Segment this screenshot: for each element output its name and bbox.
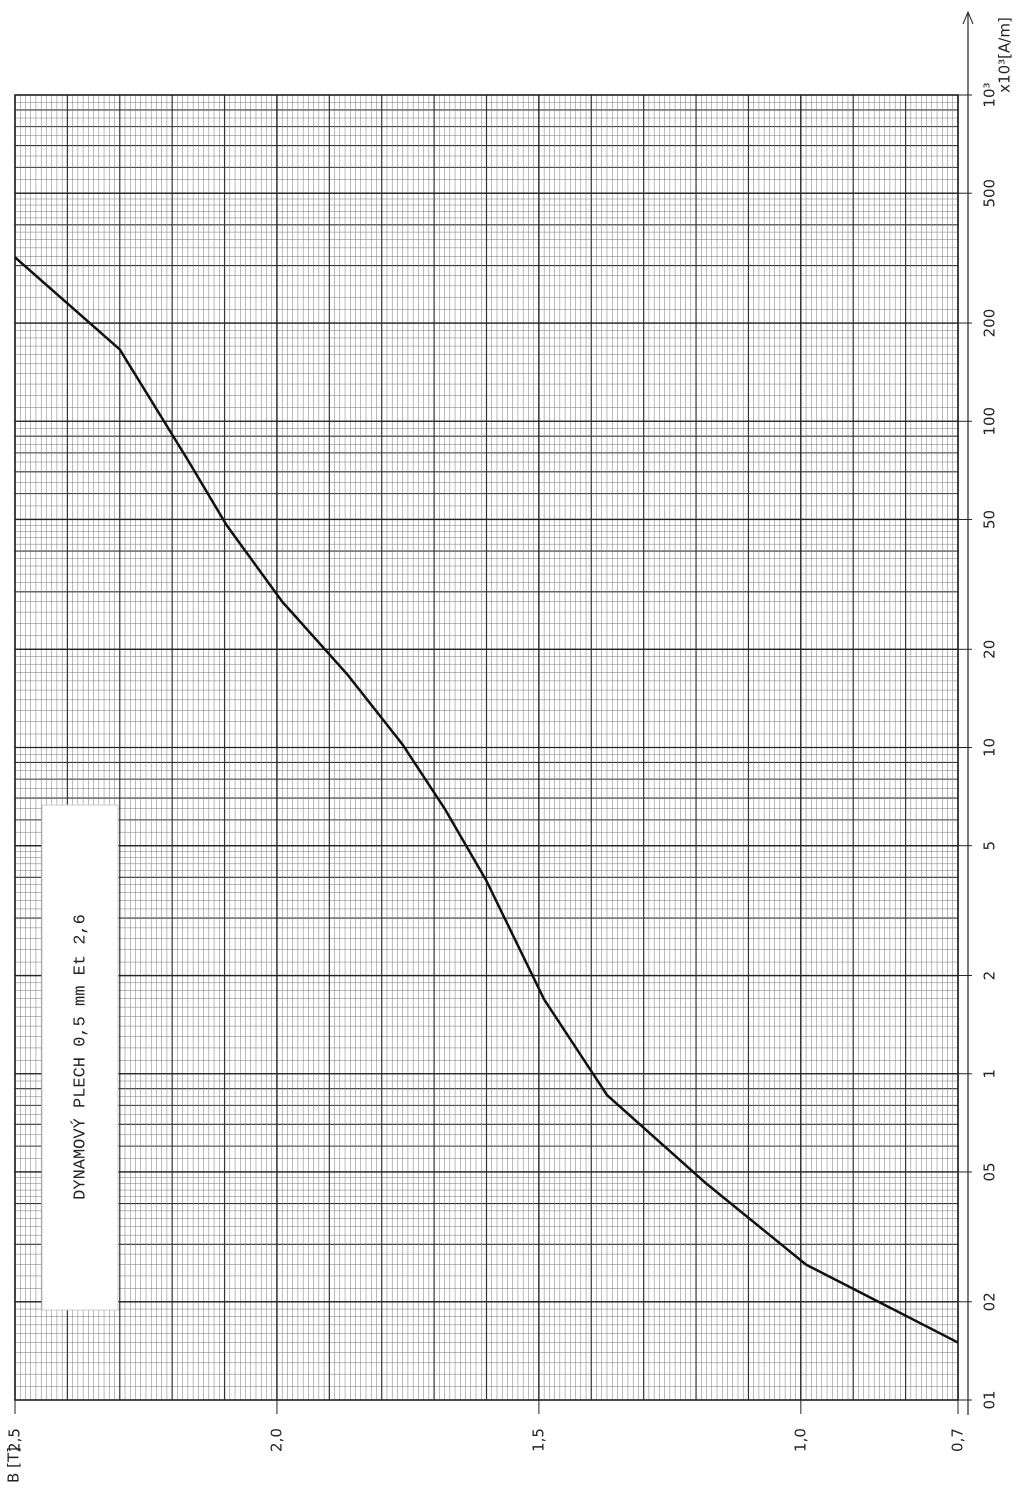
y-tick-label: 1,5 [529, 1428, 547, 1452]
x-tick-label: 100 [981, 407, 999, 436]
y-axis-label: B [T] [5, 1447, 23, 1483]
y-tick-label: 0,7 [949, 1428, 967, 1452]
x-tick-label: 02 [981, 1292, 999, 1311]
chart-title: DYNAMOVÝ PLECH 0,5 mm Et 2,6 [70, 914, 90, 1200]
x-tick-label: 20 [981, 640, 999, 659]
x-tick-label: 05 [981, 1162, 999, 1181]
curve [14, 256, 959, 1344]
x-tick-label: 10 [981, 738, 999, 757]
x-tick-label: 500 [981, 179, 999, 208]
title-box [41, 804, 119, 1311]
x-axis-label: x10³[A/m] [996, 17, 1014, 93]
x-tick-label: 5 [981, 841, 999, 851]
x-tick-label: 01 [981, 1390, 999, 1409]
y-tick-label: 1,0 [791, 1428, 809, 1452]
x-tick-label: 10³ [981, 82, 999, 107]
y-tick-label: 2,0 [267, 1428, 285, 1452]
x-tick-label: 1 [981, 1069, 999, 1079]
plot-frame [14, 94, 959, 1401]
x-tick-label: 2 [981, 971, 999, 981]
y-tick-label: 2,5 [6, 1428, 24, 1452]
x-tick-label: 50 [981, 510, 999, 529]
arrow-head [962, 10, 974, 25]
x-tick-label: 200 [981, 309, 999, 338]
